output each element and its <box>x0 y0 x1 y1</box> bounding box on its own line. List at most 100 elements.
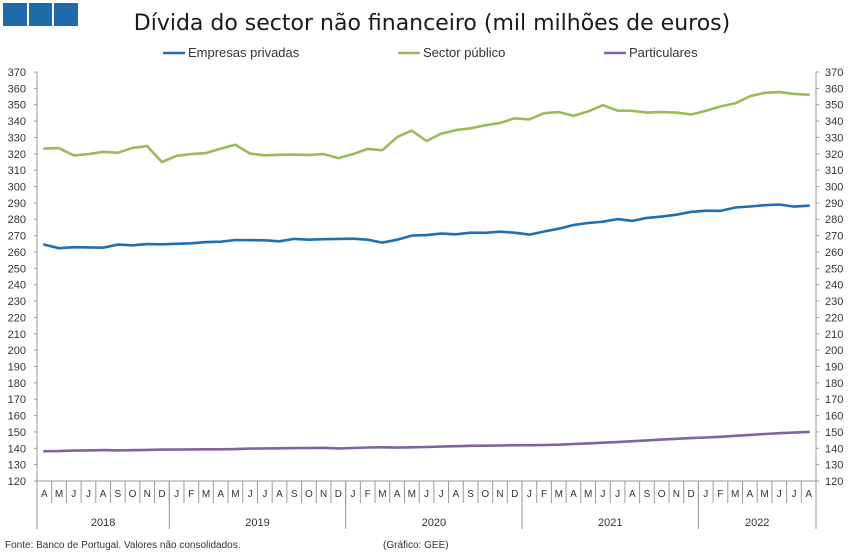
y-tick-label-left: 310 <box>8 165 26 177</box>
y-tick-label-right: 120 <box>825 476 843 488</box>
x-tick-label-month: J <box>86 489 91 500</box>
x-tick-label-month: O <box>481 489 489 500</box>
y-tick-label-right: 340 <box>825 116 843 128</box>
series-line-particulares <box>42 430 811 453</box>
x-tick-label-month: J <box>791 489 796 500</box>
x-tick-label-month: J <box>777 489 782 500</box>
y-tick-label-right: 230 <box>825 296 843 308</box>
logo <box>3 3 78 26</box>
y-tick-label-left: 160 <box>8 411 26 423</box>
y-tick-label-left: 250 <box>8 263 26 275</box>
x-tick-label-month: S <box>467 489 474 500</box>
x-tick-label-month: A <box>394 489 401 500</box>
x-tick-label-month: A <box>629 489 636 500</box>
y-tick-label-right: 140 <box>825 443 843 455</box>
x-tick-label-month: S <box>115 489 122 500</box>
y-tick-label-left: 230 <box>8 296 26 308</box>
y-tick-label-left: 350 <box>8 100 26 112</box>
y-tick-label-right: 370 <box>825 67 843 79</box>
legend-label-empresas: Empresas privadas <box>188 45 300 60</box>
y-tick-label-left: 290 <box>8 198 26 210</box>
x-tick-label-month: N <box>496 489 503 500</box>
x-tick-label-month: J <box>527 489 532 500</box>
logo-square-2 <box>29 3 52 26</box>
y-tick-label-right: 290 <box>825 198 843 210</box>
y-tick-label-left: 300 <box>8 182 26 194</box>
x-tick-label-month: N <box>320 489 327 500</box>
legend: Empresas privadas Sector público Particu… <box>163 45 698 60</box>
x-tick-label-month: D <box>687 489 694 500</box>
y-tick-label-right: 190 <box>825 361 843 373</box>
x-tick-label-month: J <box>174 489 179 500</box>
x-tick-label-month: J <box>615 489 620 500</box>
series-line-empresas <box>42 203 811 250</box>
y-tick-label-right: 300 <box>825 182 843 194</box>
x-tick-label-month: A <box>100 489 107 500</box>
y-tick-label-right: 200 <box>825 345 843 357</box>
x-tick-label-month: M <box>555 489 563 500</box>
y-tick-label-left: 330 <box>8 132 26 144</box>
x-tick-label-month: A <box>276 489 283 500</box>
y-tick-label-left: 240 <box>8 280 26 292</box>
x-tick-label-month: S <box>291 489 298 500</box>
y-tick-label-left: 220 <box>8 312 26 324</box>
x-tick-label-year: 2022 <box>745 517 769 529</box>
y-tick-label-left: 320 <box>8 149 26 161</box>
x-tick-label-month: J <box>262 489 267 500</box>
y-tick-label-left: 190 <box>8 361 26 373</box>
x-tick-label-month: D <box>335 489 342 500</box>
y-tick-label-right: 360 <box>825 83 843 95</box>
footer-credit: (Gráfico: GEE) <box>383 540 449 551</box>
y-tick-label-right: 270 <box>825 231 843 243</box>
logo-square-3 <box>54 3 78 26</box>
x-tick-label-month: A <box>41 489 48 500</box>
y-tick-label-right: 160 <box>825 411 843 423</box>
x-tick-label-month: O <box>305 489 313 500</box>
y-tick-label-left: 340 <box>8 116 26 128</box>
y-tick-label-left: 280 <box>8 214 26 226</box>
y-tick-label-left: 370 <box>8 67 26 79</box>
x-tick-label-month: O <box>658 489 666 500</box>
y-tick-label-left: 130 <box>8 460 26 472</box>
x-tick-label-year: 2019 <box>245 517 269 529</box>
x-tick-label-month: F <box>365 489 371 500</box>
x-tick-label-month: A <box>217 489 224 500</box>
x-tick-label-year: 2018 <box>91 517 115 529</box>
x-tick-label-month: A <box>453 489 460 500</box>
x-tick-label-month: J <box>439 489 444 500</box>
x-tick-label-year: 2020 <box>422 517 446 529</box>
plot-area: 120 120 130 130 140 140 150 150 160 160 170 170 180 1… <box>8 67 843 529</box>
x-tick-label-month: M <box>231 489 239 500</box>
x-tick-label-month: J <box>600 489 605 500</box>
y-tick-label-left: 150 <box>8 427 26 439</box>
y-tick-label-left: 270 <box>8 231 26 243</box>
x-tick-label-month: A <box>747 489 754 500</box>
x-tick-label-month: M <box>731 489 739 500</box>
y-tick-label-left: 200 <box>8 345 26 357</box>
y-tick-label-right: 310 <box>825 165 843 177</box>
y-tick-label-right: 240 <box>825 280 843 292</box>
y-tick-label-right: 180 <box>825 378 843 390</box>
x-tick-label-month: M <box>378 489 386 500</box>
y-tick-label-left: 360 <box>8 83 26 95</box>
y-tick-label-right: 350 <box>825 100 843 112</box>
x-tick-label-month: D <box>158 489 165 500</box>
x-tick-label-month: M <box>760 489 768 500</box>
y-tick-label-right: 320 <box>825 149 843 161</box>
y-tick-label-right: 130 <box>825 460 843 472</box>
legend-label-sector: Sector público <box>423 45 505 60</box>
x-tick-label-month: J <box>703 489 708 500</box>
x-tick-label-month: J <box>351 489 356 500</box>
y-tick-label-right: 150 <box>825 427 843 439</box>
x-tick-label-month: D <box>511 489 518 500</box>
y-tick-label-right: 260 <box>825 247 843 259</box>
y-tick-label-right: 250 <box>825 263 843 275</box>
x-tick-label-month: N <box>673 489 680 500</box>
x-tick-label-month: M <box>584 489 592 500</box>
x-tick-label-month: A <box>570 489 577 500</box>
y-tick-label-right: 330 <box>825 132 843 144</box>
x-tick-label-month: M <box>408 489 416 500</box>
x-tick-label-month: J <box>248 489 253 500</box>
legend-label-particulares: Particulares <box>629 45 698 60</box>
x-tick-label-month: S <box>644 489 651 500</box>
